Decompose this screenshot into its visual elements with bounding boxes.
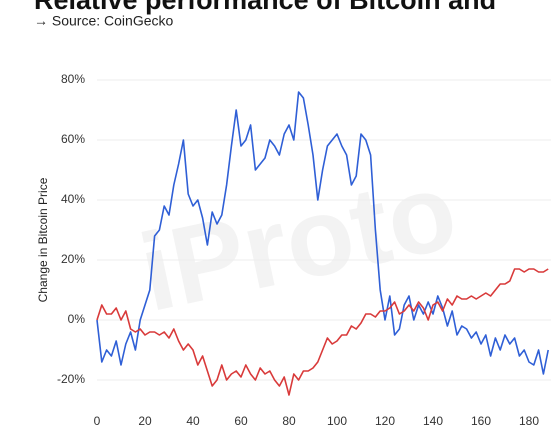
x-tick-label: 180: [519, 414, 539, 428]
series-line: [96, 91, 549, 375]
y-axis-label: Change in Bitcoin Price: [36, 177, 50, 302]
series-line: [96, 268, 549, 396]
chart-title: Relative performance of Bitcoin and: [34, 0, 496, 15]
x-tick-label: 40: [186, 414, 200, 428]
y-tick-label: -20%: [57, 372, 85, 386]
x-tick-label: 20: [138, 414, 152, 428]
x-tick-label: 160: [471, 414, 491, 428]
chart-subtitle: → Source: CoinGecko: [34, 13, 173, 29]
y-tick-label: 40%: [61, 192, 85, 206]
x-tick-label: 0: [94, 414, 101, 428]
x-tick-label: 120: [375, 414, 395, 428]
y-tick-label: 0%: [68, 312, 86, 326]
y-tick-label: 20%: [61, 252, 85, 266]
y-tick-label: 80%: [61, 72, 85, 86]
y-tick-label: 60%: [61, 132, 85, 146]
x-tick-label: 60: [234, 414, 248, 428]
x-tick-label: 80: [282, 414, 296, 428]
x-tick-label: 140: [423, 414, 443, 428]
x-tick-label: 100: [327, 414, 347, 428]
